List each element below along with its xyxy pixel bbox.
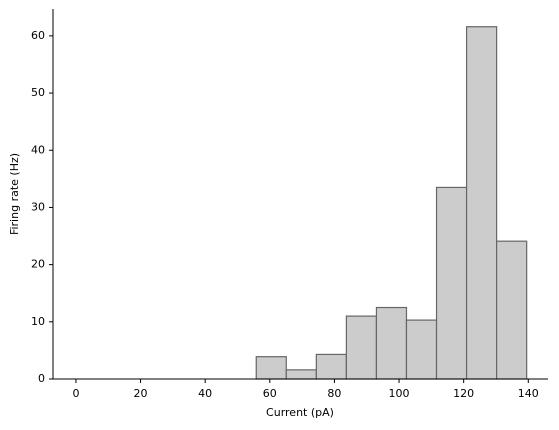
y-tick-label: 30 xyxy=(31,200,45,213)
y-tick-label: 10 xyxy=(31,315,45,328)
bar xyxy=(435,186,468,380)
y-tick-label: 0 xyxy=(38,372,45,385)
x-axis-label: Current (pA) xyxy=(266,406,334,419)
x-tick-label: 140 xyxy=(518,387,539,400)
bar xyxy=(375,306,408,380)
bar xyxy=(496,240,528,380)
y-axis-label: Firing rate (Hz) xyxy=(8,153,21,235)
y-tick-label: 20 xyxy=(31,258,45,271)
bar xyxy=(255,356,287,380)
x-tick-label: 100 xyxy=(389,387,410,400)
x-tick-label: 20 xyxy=(134,387,148,400)
y-tick-label: 40 xyxy=(31,143,45,156)
x-tick-label: 0 xyxy=(72,387,79,400)
bar xyxy=(285,369,317,380)
bar xyxy=(315,353,347,380)
bar xyxy=(345,315,378,380)
x-tick-label: 40 xyxy=(198,387,212,400)
bar xyxy=(465,26,498,380)
y-tick-label: 60 xyxy=(31,29,45,42)
x-tick-label: 120 xyxy=(453,387,474,400)
x-tick-label: 80 xyxy=(327,387,341,400)
y-tick-label: 50 xyxy=(31,86,45,99)
bar xyxy=(405,319,438,380)
x-tick-label: 60 xyxy=(263,387,277,400)
